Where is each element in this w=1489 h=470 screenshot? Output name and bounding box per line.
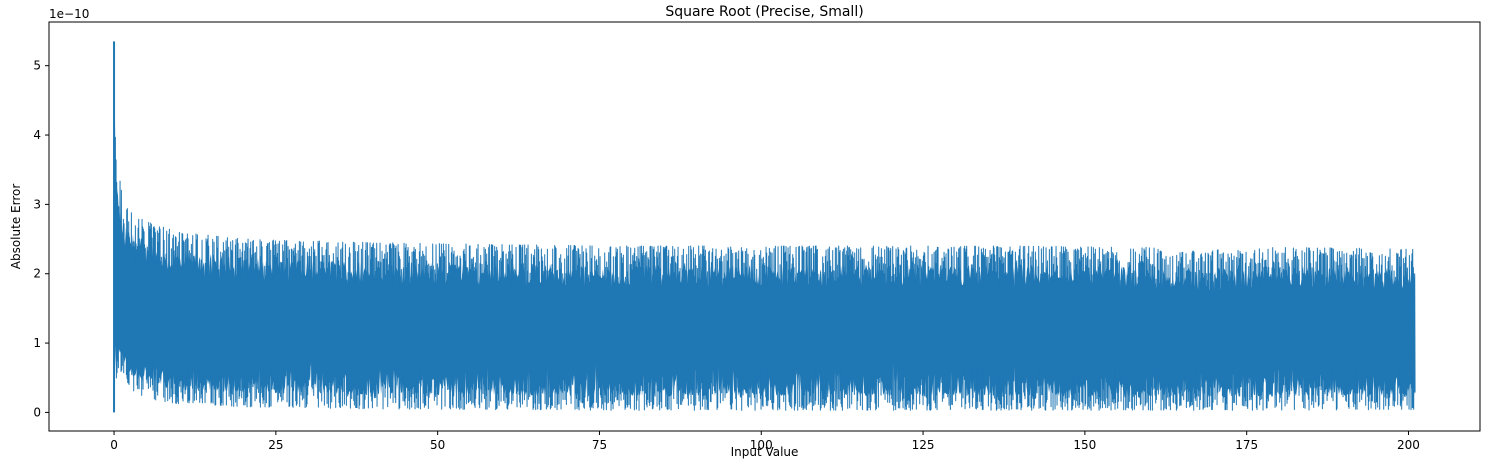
y-axis-label: Absolute Error bbox=[9, 184, 23, 270]
y-tick-label: 4 bbox=[33, 128, 41, 142]
y-tick-label: 1 bbox=[33, 336, 41, 350]
x-tick-label: 0 bbox=[110, 438, 118, 452]
x-tick-label: 100 bbox=[750, 438, 773, 452]
y-tick-label: 2 bbox=[33, 267, 41, 281]
chart-title: Square Root (Precise, Small) bbox=[665, 4, 863, 20]
x-tick-label: 125 bbox=[912, 438, 935, 452]
series-band bbox=[114, 77, 1415, 397]
x-axis-label: Input Value bbox=[731, 445, 799, 459]
x-axis: 0 25 50 75 100 125 150 175 200 bbox=[110, 431, 1420, 452]
x-tick-label: 175 bbox=[1235, 438, 1258, 452]
x-tick-label: 50 bbox=[430, 438, 445, 452]
y-axis: 0 1 2 3 4 5 bbox=[33, 59, 49, 419]
series-layer bbox=[113, 41, 1416, 413]
y-tick-label: 3 bbox=[33, 197, 41, 211]
plot-frame bbox=[48, 21, 1481, 432]
x-tick-label: 200 bbox=[1397, 438, 1420, 452]
x-tick-label: 25 bbox=[268, 438, 283, 452]
x-tick-label: 150 bbox=[1073, 438, 1096, 452]
x-tick-label: 75 bbox=[592, 438, 607, 452]
y-offset-text: 1e−10 bbox=[49, 7, 89, 21]
y-tick-label: 0 bbox=[33, 405, 41, 419]
y-tick-label: 5 bbox=[33, 59, 41, 73]
